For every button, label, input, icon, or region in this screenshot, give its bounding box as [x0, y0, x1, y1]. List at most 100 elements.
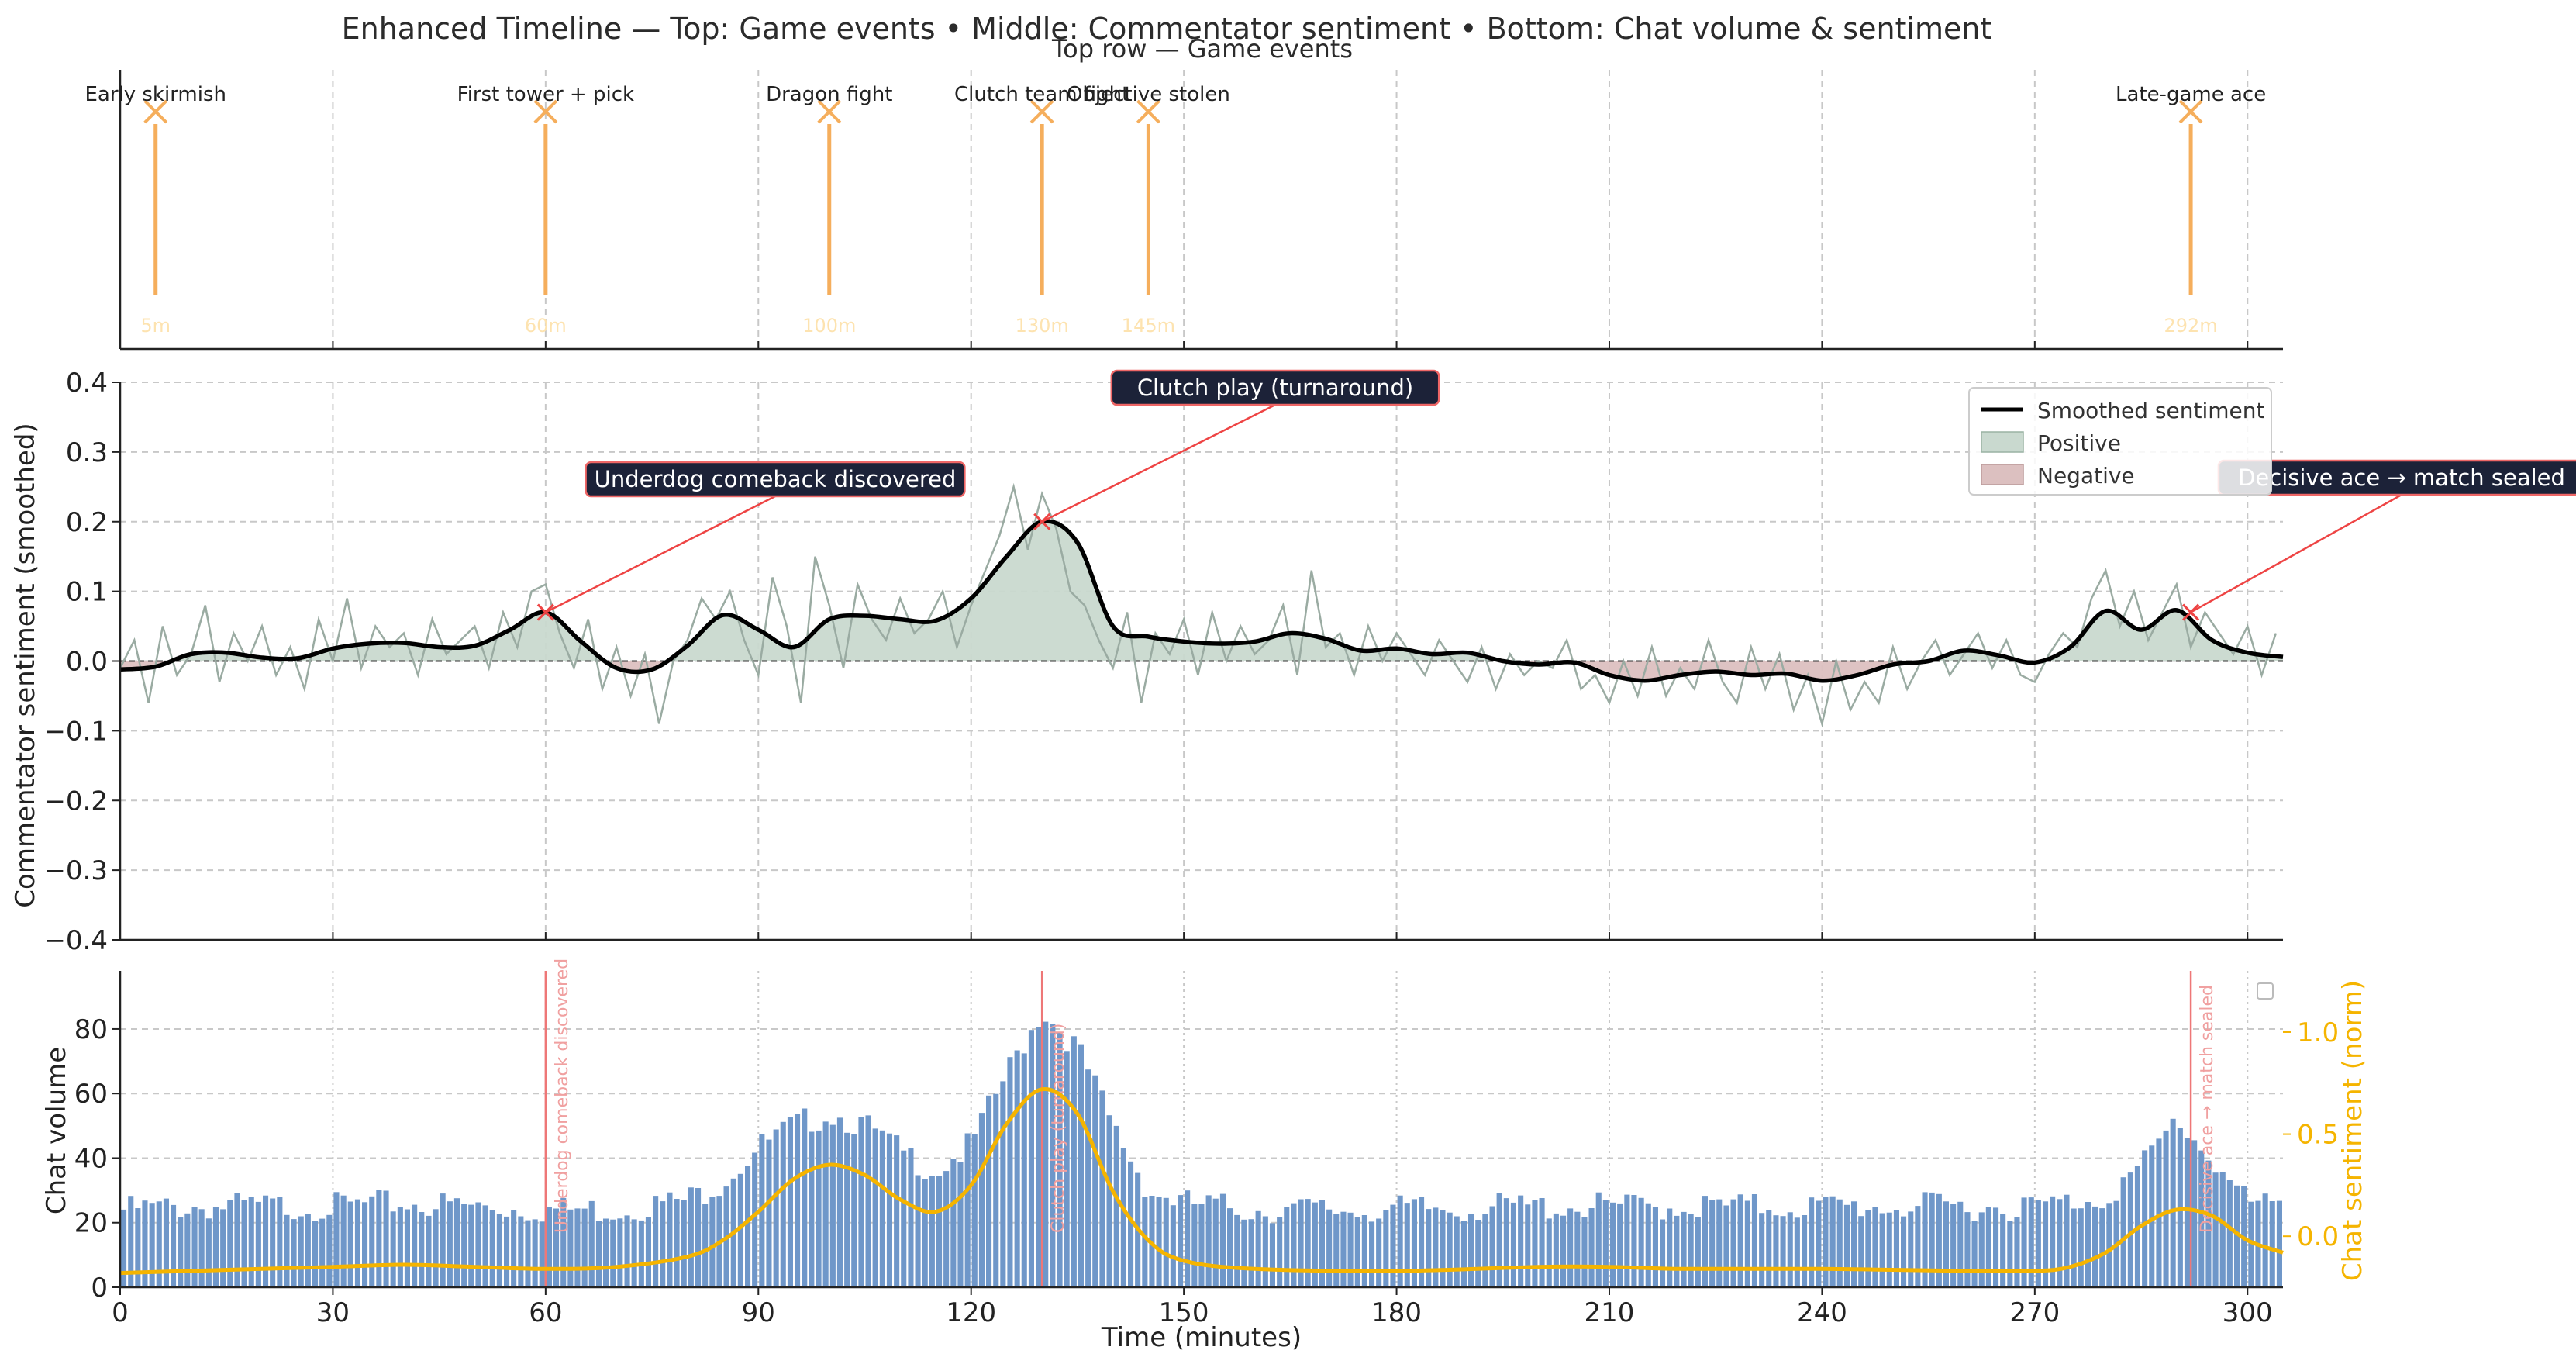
chat-volume-bar	[653, 1196, 659, 1287]
chat-volume-bar	[1667, 1208, 1673, 1287]
chat-volume-bar	[2050, 1196, 2056, 1287]
chat-volume-bar	[1865, 1210, 1871, 1287]
chat-volume-bar	[1000, 1081, 1006, 1287]
chat-volume-bar	[447, 1201, 453, 1287]
chat-volume-bar	[610, 1219, 616, 1287]
chat-volume-bar	[1347, 1212, 1354, 1287]
chat-volume-bar	[773, 1129, 779, 1287]
chat-volume-bar	[369, 1196, 375, 1287]
chat-volume-bar	[1532, 1200, 1538, 1287]
chat-volume-bar	[1773, 1215, 1779, 1287]
chat-volume-bar	[1383, 1210, 1389, 1287]
annotation-arrow	[1041, 403, 1276, 523]
chat-volume-bar	[894, 1135, 900, 1287]
bottom-x-tick-label: 30	[316, 1297, 350, 1328]
chat-volume-bar	[1695, 1217, 1701, 1287]
bottom-y-tick-label: 0	[91, 1273, 108, 1304]
chat-volume-bar	[1723, 1205, 1729, 1287]
chat-volume-bar	[1702, 1196, 1708, 1287]
chat-volume-bar	[1730, 1199, 1736, 1287]
mid-y-tick-label: −0.4	[43, 925, 108, 956]
chat-volume-bar	[1674, 1215, 1680, 1287]
chat-volume-bar	[1191, 1204, 1198, 1287]
chat-volume-bar	[1546, 1218, 1552, 1287]
chat-volume-bar	[1440, 1210, 1446, 1287]
chat-volume-bar	[1354, 1217, 1360, 1287]
chat-volume-bar	[858, 1117, 864, 1287]
chat-volume-bar	[312, 1221, 319, 1287]
top-panel-title: Top row — Game events	[1051, 34, 1353, 64]
chat-volume-bar	[2071, 1208, 2077, 1287]
chat-volume-bar	[178, 1217, 184, 1287]
chat-volume-bar	[2085, 1202, 2091, 1287]
annotation-arrow	[545, 495, 776, 613]
bottom-ylabel-left: Chat volume	[41, 1047, 72, 1214]
chat-volume-bar	[212, 1207, 219, 1287]
legend-smoothed-label: Smoothed sentiment	[2037, 398, 2265, 423]
chat-volume-bar	[121, 1209, 127, 1287]
mid-y-tick-label: 0.0	[66, 647, 108, 678]
event-marker	[143, 99, 168, 124]
bottom-y-tick-label: 60	[74, 1079, 108, 1110]
bottom-axes: 0 20 40 60 80 0.0 0.5 1.0 0 30 60 90 120 150 180 210 240…	[74, 971, 2339, 1328]
bottom-y2-tick-label: 0.5	[2297, 1120, 2339, 1151]
chat-sentiment-line	[119, 1087, 2284, 1276]
moment-lines: Underdog comeback discovered Clutch play …	[544, 958, 2217, 1287]
legend-frame	[1968, 387, 2272, 496]
event-time-label: 60m	[525, 315, 567, 337]
chat-volume-bar	[1120, 1148, 1126, 1287]
chat-volume-bar	[163, 1198, 169, 1287]
chat-volume-bar	[737, 1173, 743, 1287]
chat-volume-bar	[2106, 1203, 2112, 1287]
chat-volume-bar	[1241, 1219, 1247, 1287]
bottom-x-tick-label: 210	[1585, 1297, 1635, 1328]
chat-volume-bar	[816, 1130, 822, 1287]
chat-volume-bar	[2269, 1201, 2275, 1287]
chat-volume-bar	[1744, 1200, 1750, 1287]
chat-volume-bar	[1759, 1213, 1765, 1287]
chat-volume-bar	[2014, 1217, 2020, 1287]
chat-volume-bar	[1602, 1200, 1609, 1287]
chat-volume-bar	[1574, 1211, 1581, 1287]
chat-volume-bar	[2078, 1208, 2084, 1287]
chat-volume-bar	[1262, 1216, 1268, 1287]
chat-volume-bar	[404, 1209, 410, 1287]
chat-volume-bar	[128, 1196, 134, 1287]
mid-raw	[119, 482, 2278, 728]
chat-volume-bar	[234, 1193, 240, 1287]
chat-volume-bar	[1227, 1208, 1233, 1287]
top-axes	[119, 70, 2283, 351]
chat-volume-bar	[1071, 1036, 1077, 1287]
chat-volume-bar	[1851, 1201, 1857, 1287]
chat-volume-bar	[809, 1131, 815, 1287]
chat-volume-bar	[1489, 1206, 1495, 1287]
chat-volume-bar	[1305, 1199, 1311, 1287]
chat-volume-bar	[532, 1219, 538, 1287]
chat-volume-bar	[2163, 1130, 2169, 1287]
chat-volume-bar	[376, 1190, 382, 1287]
chat-volume-bar	[1936, 1193, 1942, 1287]
chat-volume-bar	[2099, 1208, 2105, 1287]
chat-volume-bar	[1113, 1125, 1119, 1287]
negative-area	[120, 661, 2283, 681]
chat-volume-bar	[1794, 1217, 1800, 1287]
chat-volume-bar	[617, 1218, 623, 1287]
chat-volume-bar	[1255, 1210, 1261, 1287]
chat-volume-bar	[1319, 1200, 1325, 1287]
chat-volume-bar	[198, 1209, 205, 1287]
chat-volume-bar	[1836, 1199, 1843, 1287]
chat-volume-bar	[1816, 1200, 1822, 1287]
chat-volume-bar	[950, 1159, 957, 1287]
chat-volume-bar	[1510, 1202, 1516, 1287]
chat-volume-bar	[191, 1207, 198, 1287]
chat-volume-bar	[220, 1209, 226, 1287]
chat-volume-bar	[1631, 1195, 1637, 1287]
event-marker	[533, 99, 558, 124]
chat-volume-bar	[426, 1215, 432, 1287]
chat-volume-bar	[766, 1139, 772, 1287]
chat-volume-bar	[2212, 1172, 2219, 1287]
chat-volume-bar	[986, 1095, 992, 1287]
chat-volume-bar	[929, 1176, 935, 1287]
chat-volume-bar	[1043, 1021, 1049, 1287]
bottom-ylabel-right: Chat sentiment (norm)	[2337, 980, 2368, 1281]
